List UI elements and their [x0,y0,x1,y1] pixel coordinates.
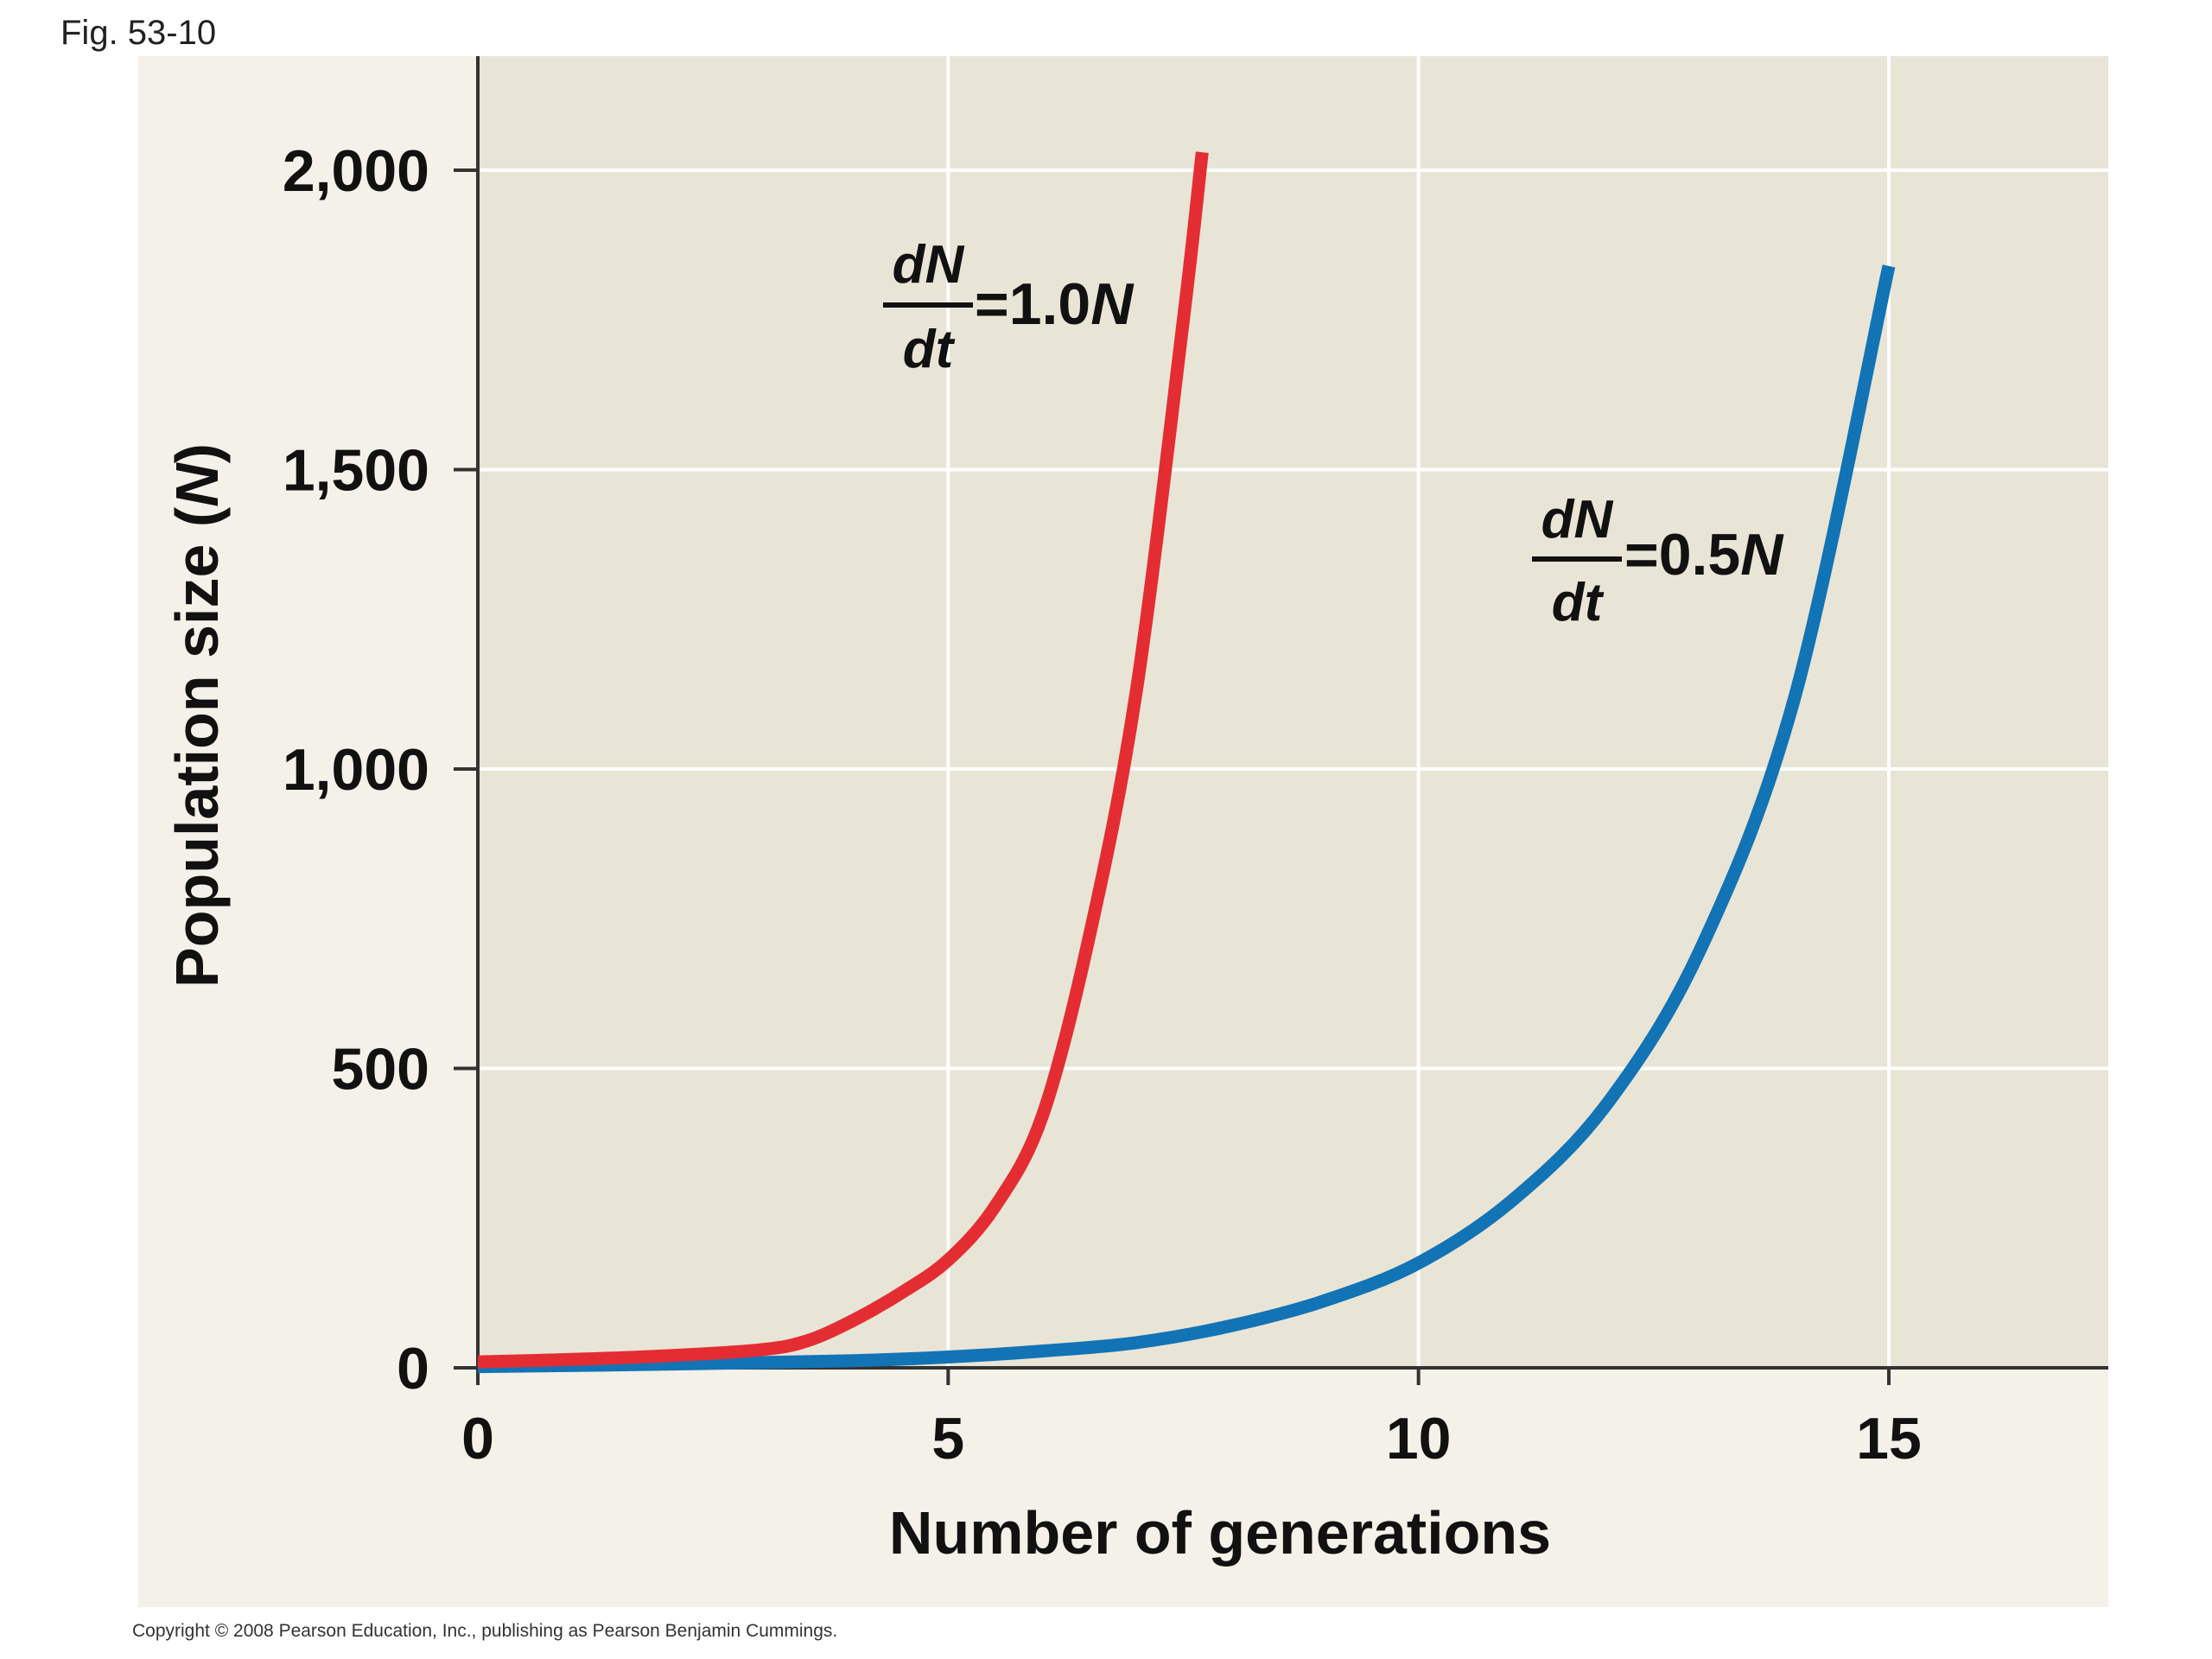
y-tick-label: 500 [332,1037,429,1103]
tick-labels: 0 500 1,000 1,500 2,000 0 5 10 15 [283,138,1922,1471]
x-axis-title: Number of generations [889,1499,1551,1567]
x-tick-label: 10 [1386,1406,1452,1471]
y-tick-label: 0 [397,1336,429,1402]
x-tick-label: 15 [1856,1406,1922,1471]
series-line-0-5N [477,264,1896,1374]
series-lines [477,151,1896,1374]
series-label-0-5N-rhs: =0.5N [1624,522,1784,588]
series-label-1-0N-rhs: =1.0N [975,271,1135,337]
figure-label: Fig. 53-10 [60,14,217,52]
y-tick-label: 2,000 [283,138,429,204]
series-label-1-0N-numerator: dN [893,235,965,295]
series-label-0-5N-numerator: dN [1541,490,1614,550]
y-tick-label: 1,500 [283,438,429,504]
series-line-1-0N [477,151,1209,1369]
copyright-notice: Copyright © 2008 Pearson Education, Inc.… [132,1621,838,1641]
plot-area [478,56,2108,1368]
y-tick-label: 1,000 [283,737,429,803]
series-label-0-5N-denominator: dt [1552,573,1605,632]
y-axis-title: Population size (N) [163,443,231,988]
gridlines [478,56,2108,1368]
series-label-0-5N: dN dt =0.5N [1532,490,1784,632]
x-tick-label: 0 [461,1406,494,1471]
series-label-1-0N-denominator: dt [903,320,956,379]
x-tick-label: 5 [931,1406,964,1471]
series-label-1-0N: dN dt =1.0N [883,235,1135,379]
